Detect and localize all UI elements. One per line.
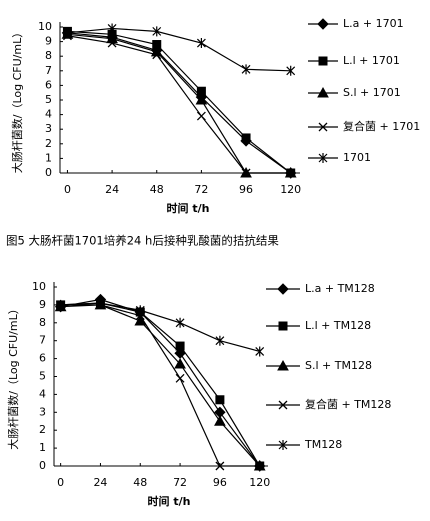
legend-label: S.l + 1701 [343, 86, 401, 99]
marker-star [241, 64, 251, 75]
legend-label: L.a + 1701 [343, 17, 404, 30]
y-axis-label: 大肠杆菌数/（Log CFU/mL） [6, 303, 20, 449]
marker-star [318, 153, 328, 163]
series-line [60, 298, 261, 467]
marker-triangle [277, 359, 289, 371]
x-tick-label: 24 [105, 183, 119, 196]
marker-x [278, 400, 288, 410]
y-tick-label: 2 [39, 423, 46, 436]
x-tick-label: 72 [173, 476, 187, 489]
legend-label: L.l + 1701 [343, 54, 400, 67]
marker-star [278, 440, 288, 450]
y-tick-label: 5 [45, 93, 52, 106]
y-tick-label: 0 [39, 459, 46, 472]
x-axis-label: 时间 t/h [167, 201, 210, 215]
y-tick-label: 4 [39, 387, 46, 400]
marker-square [318, 56, 328, 66]
marker-star [63, 27, 72, 38]
x-tick-label: 72 [194, 183, 208, 196]
marker-square [175, 341, 185, 351]
y-tick-label: 8 [39, 316, 46, 329]
y-tick-label: 3 [39, 405, 46, 418]
legend-label: 复合菌 + TM128 [305, 397, 391, 411]
y-tick-label: 10 [32, 280, 46, 293]
marker-square [278, 321, 288, 331]
y-tick-label: 10 [38, 20, 52, 33]
marker-x [286, 168, 296, 178]
marker-star [152, 26, 162, 37]
y-tick-label: 0 [45, 166, 52, 179]
marker-star [215, 335, 225, 346]
marker-star [255, 346, 265, 357]
marker-x [215, 461, 225, 471]
marker-x [318, 122, 328, 132]
y-tick-label: 7 [39, 334, 46, 347]
marker-star [107, 23, 117, 34]
series-line [60, 302, 261, 467]
x-tick-label: 120 [280, 183, 301, 196]
legend-label: 1701 [343, 151, 371, 164]
x-tick-label: 0 [57, 476, 64, 489]
y-tick-label: 1 [39, 441, 46, 454]
x-tick-label: 48 [133, 476, 147, 489]
marker-square [241, 133, 251, 143]
series-line [67, 35, 291, 174]
series-line [60, 304, 260, 467]
legend-label: S.l + TM128 [305, 359, 372, 372]
legend-label: TM128 [304, 438, 342, 451]
x-tick-label: 48 [150, 183, 164, 196]
series-line [67, 32, 292, 174]
y-tick-label: 9 [39, 298, 46, 311]
y-tick-label: 6 [45, 78, 52, 91]
y-tick-label: 9 [45, 35, 52, 48]
y-tick-label: 8 [45, 49, 52, 62]
marker-triangle [317, 86, 329, 98]
marker-star [196, 38, 206, 49]
marker-star [96, 298, 105, 309]
marker-diamond [317, 18, 329, 30]
marker-triangle [174, 357, 186, 369]
marker-star [135, 305, 145, 316]
y-tick-label: 2 [45, 137, 52, 150]
series-line [67, 30, 292, 174]
legend-label: 复合菌 + 1701 [343, 119, 420, 133]
x-tick-label: 96 [239, 183, 253, 196]
x-tick-label: 0 [64, 183, 71, 196]
legend-label: L.l + TM128 [305, 319, 371, 332]
series-line [67, 27, 291, 72]
y-tick-label: 5 [39, 370, 46, 383]
marker-star [175, 317, 185, 328]
marker-x [175, 373, 185, 383]
marker-triangle [195, 93, 208, 105]
marker-triangle [214, 415, 226, 426]
marker-star [286, 65, 296, 76]
y-tick-label: 3 [45, 122, 52, 135]
legend-label: L.a + TM128 [305, 282, 375, 295]
y-axis-label: 大肠杆菌数/（Log CFU/mL） [10, 27, 24, 173]
marker-diamond [277, 283, 289, 295]
marker-x [152, 50, 162, 60]
y-tick-label: 1 [45, 151, 52, 164]
marker-x [196, 111, 206, 121]
y-tick-label: 6 [39, 352, 46, 365]
y-tick-label: 4 [45, 108, 52, 121]
x-tick-label: 120 [249, 476, 270, 489]
marker-x [107, 38, 117, 48]
marker-x [255, 461, 265, 471]
x-axis-label: 时间 t/h [148, 494, 191, 508]
series-line [60, 302, 260, 353]
x-tick-label: 96 [213, 476, 227, 489]
series-line [67, 33, 291, 174]
figure-caption: 图5 大肠杆菌1701培养24 h后接种乳酸菌的拮抗结果 [6, 234, 279, 248]
marker-square [215, 395, 225, 405]
y-tick-label: 7 [45, 64, 52, 77]
marker-x [241, 168, 251, 178]
x-tick-label: 24 [93, 476, 107, 489]
marker-star [56, 299, 66, 310]
